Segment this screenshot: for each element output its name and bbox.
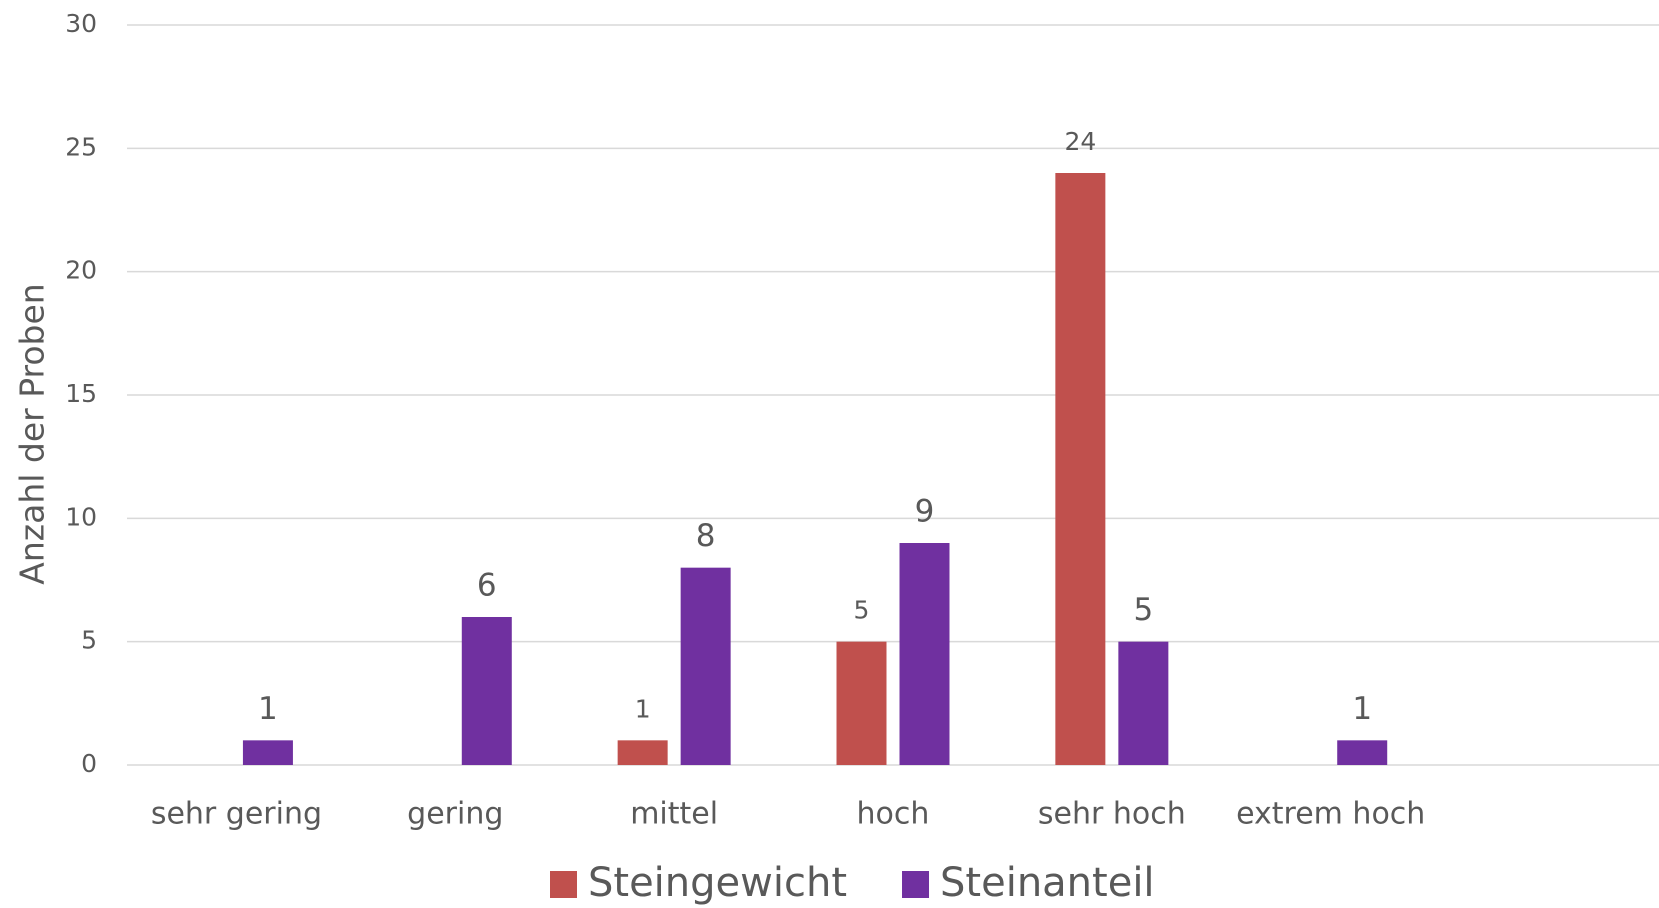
x-tick-label: mittel [630, 797, 718, 832]
legend-swatch [550, 871, 577, 898]
y-tick-label: 20 [65, 256, 97, 285]
data-label: 5 [854, 596, 870, 625]
data-label: 8 [696, 518, 716, 554]
data-label: 1 [258, 691, 278, 727]
bar [836, 641, 887, 765]
data-label: 1 [635, 694, 651, 723]
data-label: 6 [477, 568, 497, 604]
legend-label: Steingewicht [588, 860, 847, 906]
data-label: 9 [915, 494, 935, 530]
bar [1337, 740, 1388, 765]
data-label: 5 [1133, 592, 1153, 628]
data-label: 1 [1352, 691, 1372, 727]
x-tick-label: sehr gering [151, 797, 322, 832]
y-tick-label: 15 [65, 379, 97, 408]
bar [680, 567, 731, 765]
bar [1055, 173, 1106, 765]
bar [617, 740, 668, 765]
y-tick-label: 30 [65, 9, 97, 38]
x-tick-label: extrem hoch [1236, 797, 1425, 832]
x-tick-label: sehr hoch [1038, 797, 1186, 832]
y-tick-label: 25 [65, 132, 97, 161]
bar [899, 543, 950, 765]
y-axis-title: Anzahl der Proben [13, 283, 52, 584]
x-tick-label: hoch [857, 797, 930, 832]
bar [461, 617, 512, 765]
data-label: 24 [1064, 127, 1096, 156]
bar [1118, 641, 1169, 765]
y-tick-label: 0 [81, 749, 97, 778]
x-tick-label: gering [407, 797, 503, 832]
y-tick-label: 10 [65, 502, 97, 531]
y-tick-label: 5 [81, 626, 97, 655]
bar [242, 740, 293, 765]
legend-label: Steinanteil [940, 860, 1155, 906]
legend-swatch [902, 871, 930, 898]
